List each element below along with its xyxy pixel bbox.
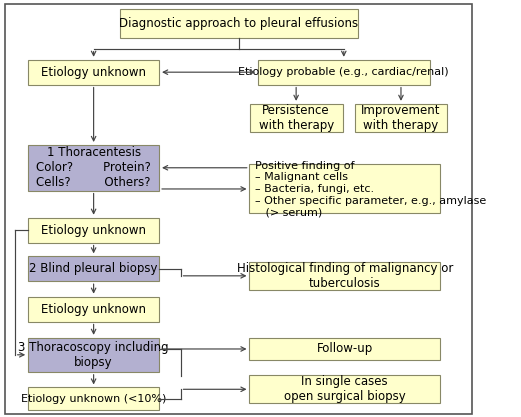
Text: Persistence
with therapy: Persistence with therapy <box>258 104 334 132</box>
Text: Etiology unknown (<10%): Etiology unknown (<10%) <box>21 394 166 404</box>
FancyBboxPatch shape <box>28 60 159 85</box>
FancyBboxPatch shape <box>250 262 440 290</box>
FancyBboxPatch shape <box>250 338 440 360</box>
FancyBboxPatch shape <box>28 387 159 410</box>
Text: Etiology unknown: Etiology unknown <box>41 303 146 316</box>
Text: Etiology unknown: Etiology unknown <box>41 224 146 236</box>
FancyBboxPatch shape <box>354 104 448 132</box>
Text: Diagnostic approach to pleural effusions: Diagnostic approach to pleural effusions <box>119 17 358 30</box>
Text: Etiology unknown: Etiology unknown <box>41 66 146 79</box>
FancyBboxPatch shape <box>250 164 440 214</box>
Text: 2 Blind pleural biopsy: 2 Blind pleural biopsy <box>29 262 158 275</box>
FancyBboxPatch shape <box>28 256 159 281</box>
FancyBboxPatch shape <box>28 296 159 322</box>
Text: Positive finding of
– Malignant cells
– Bacteria, fungi, etc.
– Other specific p: Positive finding of – Malignant cells – … <box>255 161 487 217</box>
FancyBboxPatch shape <box>250 375 440 403</box>
FancyBboxPatch shape <box>120 10 358 38</box>
Text: Histological finding of malignancy or
tuberculosis: Histological finding of malignancy or tu… <box>237 262 453 290</box>
Text: Follow-up: Follow-up <box>317 342 373 355</box>
FancyBboxPatch shape <box>28 338 159 372</box>
Text: 3 Thoracoscopy including
biopsy: 3 Thoracoscopy including biopsy <box>18 341 169 369</box>
FancyBboxPatch shape <box>28 218 159 243</box>
Text: In single cases
open surgical biopsy: In single cases open surgical biopsy <box>284 375 406 403</box>
Text: Etiology probable (e.g., cardiac/renal): Etiology probable (e.g., cardiac/renal) <box>239 67 449 77</box>
FancyBboxPatch shape <box>28 145 159 191</box>
Text: Improvement
with therapy: Improvement with therapy <box>361 104 441 132</box>
FancyBboxPatch shape <box>250 104 343 132</box>
Text: 1 Thoracentesis
Color?        Protein?
Cells?         Others?: 1 Thoracentesis Color? Protein? Cells? O… <box>36 146 151 189</box>
FancyBboxPatch shape <box>258 60 429 85</box>
